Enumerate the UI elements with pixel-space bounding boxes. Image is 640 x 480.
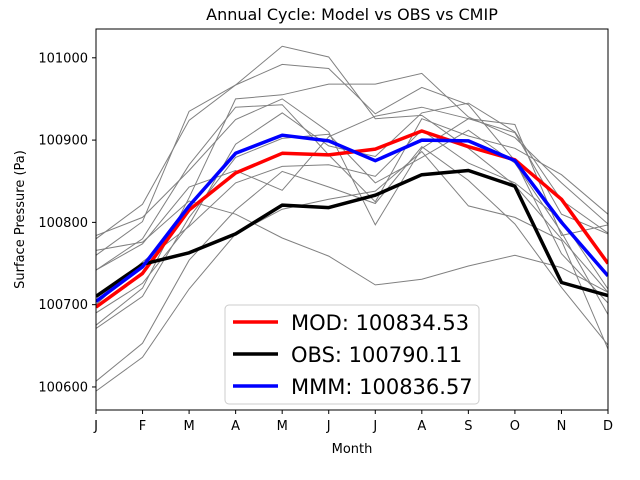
- y-tick-label: 100900: [38, 134, 88, 149]
- y-tick-label: 100600: [38, 380, 88, 395]
- chart-title: Annual Cycle: Model vs OBS vs CMIP: [206, 5, 498, 24]
- y-tick-label: 101000: [38, 51, 88, 66]
- cmip-line-5: [96, 102, 608, 314]
- main-series-lines: [96, 129, 608, 309]
- x-tick-label: N: [557, 419, 567, 434]
- x-tick-label: O: [510, 419, 520, 434]
- x-tick-label: A: [231, 419, 240, 434]
- x-tick-label: D: [603, 419, 613, 434]
- cmip-line-2: [96, 63, 608, 304]
- x-tick-label: F: [139, 419, 146, 434]
- x-tick-label: M: [183, 419, 194, 434]
- cmip-line-11: [96, 150, 608, 392]
- legend: MOD: 100834.53 OBS: 100790.11 MMM: 100836.…: [224, 304, 480, 405]
- obs-legend-label: OBS: 100790.11: [291, 343, 462, 367]
- y-tick-label: 100800: [38, 216, 88, 231]
- cmip-line-6: [96, 129, 608, 329]
- x-tick-label: A: [417, 419, 426, 434]
- plot-frame: [95, 28, 609, 411]
- mmm-line: [96, 133, 608, 303]
- x-tick-label: J: [372, 419, 377, 434]
- y-axis: 100600 100700 100800 100900 101000: [38, 51, 96, 395]
- mmm-legend-label: MMM: 100836.57: [291, 375, 473, 399]
- legend-box: [224, 304, 480, 405]
- x-tick-label: M: [277, 419, 288, 434]
- x-tick-label: J: [326, 419, 331, 434]
- y-tick-label: 100700: [38, 298, 88, 313]
- x-tick-label: J: [93, 419, 98, 434]
- cmip-line-4: [96, 72, 608, 326]
- x-tick-label: S: [464, 419, 472, 434]
- cmip-line-12: [96, 106, 608, 271]
- y-axis-title: Surface Pressure (Pa): [13, 150, 28, 289]
- obs-line: [96, 168, 608, 298]
- cmip-line-8: [96, 98, 608, 237]
- x-axis-title: Month: [332, 442, 373, 457]
- cmip-line-9: [96, 200, 608, 293]
- cmip-line-1: [96, 45, 608, 293]
- mod-legend-label: MOD: 100834.53: [291, 311, 469, 335]
- cmip-line-7: [96, 129, 608, 306]
